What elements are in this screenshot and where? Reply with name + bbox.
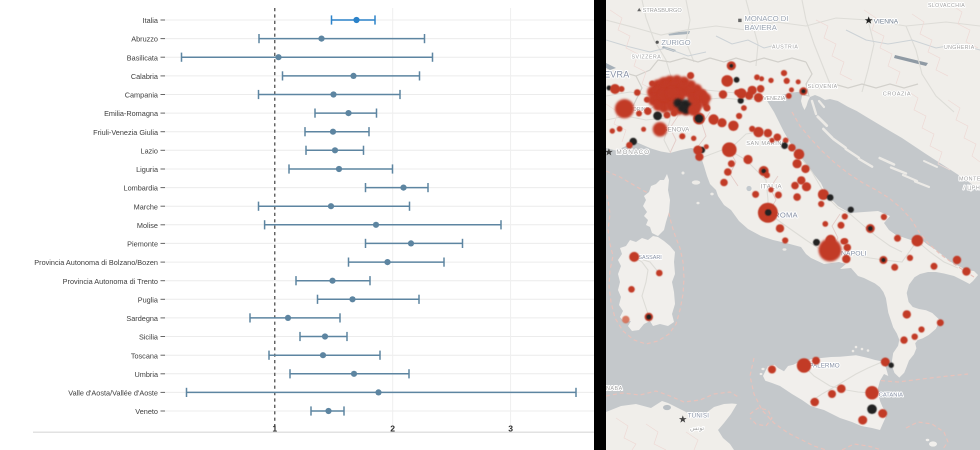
svg-text:SLOVENIA: SLOVENIA [808, 84, 838, 90]
svg-text:ROMA: ROMA [774, 211, 798, 220]
svg-text:NAPOLI: NAPOLI [841, 251, 867, 258]
svg-text:NABA: NABA [606, 386, 623, 392]
svg-text:Marche: Marche [134, 202, 158, 211]
svg-text:Sicilia: Sicilia [139, 333, 159, 342]
svg-text:Valle d'Aosta/Vallée d'Aoste: Valle d'Aosta/Vallée d'Aoste [68, 389, 158, 398]
svg-text:ZURIGO: ZURIGO [661, 38, 690, 47]
svg-text:MONACO: MONACO [616, 149, 650, 156]
svg-text:تونس: تونس [690, 426, 704, 432]
svg-text:/ ЦРН: / ЦРН [963, 186, 980, 192]
svg-text:Piemonte: Piemonte [127, 240, 158, 249]
svg-text:AUSTRIA: AUSTRIA [772, 44, 798, 50]
svg-text:Calabria: Calabria [131, 72, 159, 81]
svg-text:Molise: Molise [137, 221, 158, 230]
svg-text:Umbria: Umbria [134, 370, 158, 379]
svg-text:SAN MARINO: SAN MARINO [746, 141, 787, 147]
svg-text:Liguria: Liguria [136, 165, 159, 174]
svg-text:SLOVACCHIA: SLOVACCHIA [928, 3, 965, 9]
svg-text:CATANIA: CATANIA [879, 393, 903, 399]
svg-text:3: 3 [508, 424, 513, 434]
svg-text:BAVIERA: BAVIERA [745, 23, 778, 32]
svg-text:1: 1 [272, 424, 277, 434]
svg-text:Basilicata: Basilicata [127, 53, 159, 62]
svg-text:SASSARI: SASSARI [638, 255, 661, 261]
svg-text:VENEZIA: VENEZIA [763, 96, 786, 102]
svg-text:UNGHERIA: UNGHERIA [944, 45, 975, 51]
svg-text:Lazio: Lazio [141, 146, 158, 155]
svg-text:ITALIA: ITALIA [761, 183, 783, 190]
svg-text:Italia: Italia [143, 16, 159, 25]
svg-text:Lombardia: Lombardia [124, 184, 159, 193]
svg-text:GENOVA: GENOVA [663, 127, 691, 134]
svg-text:Provincia Autonoma di Trento: Provincia Autonoma di Trento [63, 277, 158, 286]
svg-text:GINEVRA: GINEVRA [606, 70, 629, 80]
svg-text:SVIZZERA: SVIZZERA [632, 54, 662, 60]
svg-text:Veneto: Veneto [135, 407, 158, 416]
svg-text:MONTE: MONTE [959, 176, 980, 182]
svg-text:2: 2 [390, 424, 395, 434]
svg-text:Puglia: Puglia [138, 295, 159, 304]
svg-text:Sardegna: Sardegna [126, 314, 159, 323]
svg-text:Provincia Autonoma di Bolzano/: Provincia Autonoma di Bolzano/Bozen [34, 258, 158, 267]
svg-text:TUNISI: TUNISI [688, 414, 709, 420]
svg-text:Abruzzo: Abruzzo [131, 35, 158, 44]
svg-text:VIENNA: VIENNA [874, 19, 899, 26]
svg-text:MONACO DI: MONACO DI [745, 14, 789, 23]
svg-text:Campania: Campania [125, 91, 159, 100]
svg-text:STRASBURGO: STRASBURGO [643, 8, 683, 14]
svg-text:CROAZIA: CROAZIA [883, 91, 911, 97]
svg-text:Toscana: Toscana [131, 351, 159, 360]
svg-text:Friuli-Venezia Giulia: Friuli-Venezia Giulia [93, 128, 159, 137]
svg-text:Emilia-Romagna: Emilia-Romagna [104, 109, 159, 118]
svg-text:TORINO: TORINO [630, 107, 650, 113]
svg-text:PALERMO: PALERMO [809, 363, 839, 370]
